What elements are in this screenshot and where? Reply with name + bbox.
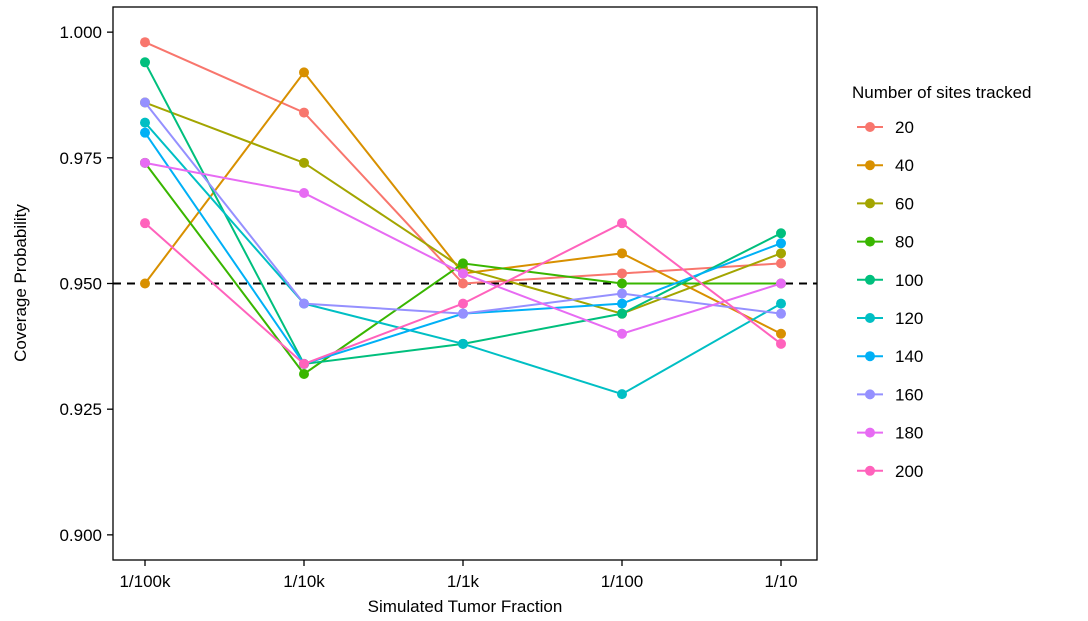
legend-key-point <box>865 198 875 209</box>
x-tick-label: 1/10k <box>283 572 325 591</box>
data-point <box>299 298 309 309</box>
x-tick-label: 1/100k <box>119 572 171 591</box>
data-point <box>776 238 786 249</box>
data-point <box>299 368 309 379</box>
data-point <box>458 308 468 319</box>
legend-label: 200 <box>895 462 923 481</box>
data-point <box>299 157 309 168</box>
legend-label: 140 <box>895 347 923 366</box>
data-point <box>458 338 468 349</box>
legend: Number of sites tracked 20 40 60 80 100 120 14… <box>852 83 1032 481</box>
data-point <box>776 328 786 339</box>
data-point <box>458 298 468 309</box>
data-point <box>776 228 786 239</box>
data-point <box>140 157 150 168</box>
data-point <box>458 278 468 289</box>
legend-key-point <box>865 465 875 476</box>
data-point <box>617 328 627 339</box>
legend-title: Number of sites tracked <box>852 83 1032 102</box>
legend-label: 160 <box>895 385 923 404</box>
series-20 <box>140 37 786 289</box>
y-tick-label: 0.975 <box>59 149 102 168</box>
legend-item-120: 120 <box>857 309 923 328</box>
legend-label: 20 <box>895 118 914 137</box>
data-point <box>617 288 627 299</box>
data-point <box>776 308 786 319</box>
data-point <box>617 218 627 229</box>
y-tick-label: 0.900 <box>59 526 102 545</box>
data-point <box>299 358 309 369</box>
legend-key-point <box>865 351 875 362</box>
legend-key-point <box>865 274 875 285</box>
x-tick-label: 1/100 <box>601 572 644 591</box>
legend-item-200: 200 <box>857 462 923 481</box>
legend-item-180: 180 <box>857 424 923 443</box>
data-point <box>299 67 309 78</box>
data-point <box>140 57 150 68</box>
legend-key-point <box>865 122 875 132</box>
data-point <box>617 248 627 259</box>
series-200 <box>140 218 786 369</box>
data-point <box>776 338 786 349</box>
data-point <box>617 298 627 309</box>
x-axis: 1/100k 1/10k 1/1k 1/100 1/10 <box>119 560 798 591</box>
data-point <box>299 188 309 199</box>
legend-item-100: 100 <box>857 271 923 290</box>
data-point <box>458 268 468 279</box>
legend-item-140: 140 <box>857 347 923 366</box>
legend-key-point <box>865 427 875 438</box>
legend-label: 40 <box>895 156 914 175</box>
data-point <box>140 117 150 128</box>
data-point <box>617 268 627 279</box>
legend-label: 180 <box>895 424 923 443</box>
y-axis-title: Coverage Probability <box>11 204 30 362</box>
data-point <box>140 127 150 138</box>
data-point <box>140 97 150 108</box>
series-180 <box>140 157 786 339</box>
y-tick-label: 1.000 <box>59 23 102 42</box>
legend-label: 60 <box>895 194 914 213</box>
x-axis-title: Simulated Tumor Fraction <box>368 597 563 616</box>
series-layer <box>140 37 786 400</box>
legend-label: 100 <box>895 271 923 290</box>
y-tick-label: 0.950 <box>59 275 102 294</box>
y-axis: 0.900 0.925 0.950 0.975 1.000 <box>59 23 113 545</box>
y-tick-label: 0.925 <box>59 400 102 419</box>
legend-item-80: 80 <box>857 233 914 252</box>
data-point <box>776 258 786 269</box>
legend-key-point <box>865 160 875 171</box>
legend-item-20: 20 <box>857 118 914 137</box>
x-tick-label: 1/1k <box>447 572 480 591</box>
data-point <box>140 37 150 48</box>
data-point <box>140 218 150 229</box>
data-point <box>458 258 468 269</box>
data-point <box>617 389 627 400</box>
data-point <box>140 278 150 289</box>
legend-label: 80 <box>895 233 914 252</box>
data-point <box>617 278 627 289</box>
x-tick-label: 1/10 <box>764 572 797 591</box>
data-point <box>617 308 627 319</box>
legend-key-point <box>865 389 875 400</box>
legend-label: 120 <box>895 309 923 328</box>
legend-key-point <box>865 313 875 323</box>
legend-item-40: 40 <box>857 156 914 175</box>
data-point <box>776 248 786 259</box>
data-point <box>776 298 786 309</box>
legend-key-point <box>865 236 875 247</box>
data-point <box>299 107 309 118</box>
series-160 <box>140 97 786 319</box>
legend-item-60: 60 <box>857 194 914 213</box>
legend-item-160: 160 <box>857 385 923 404</box>
data-point <box>776 278 786 289</box>
